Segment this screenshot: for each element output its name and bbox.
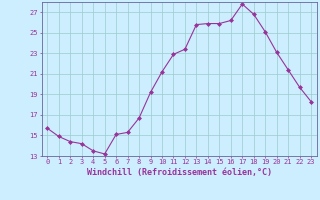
X-axis label: Windchill (Refroidissement éolien,°C): Windchill (Refroidissement éolien,°C) — [87, 168, 272, 177]
